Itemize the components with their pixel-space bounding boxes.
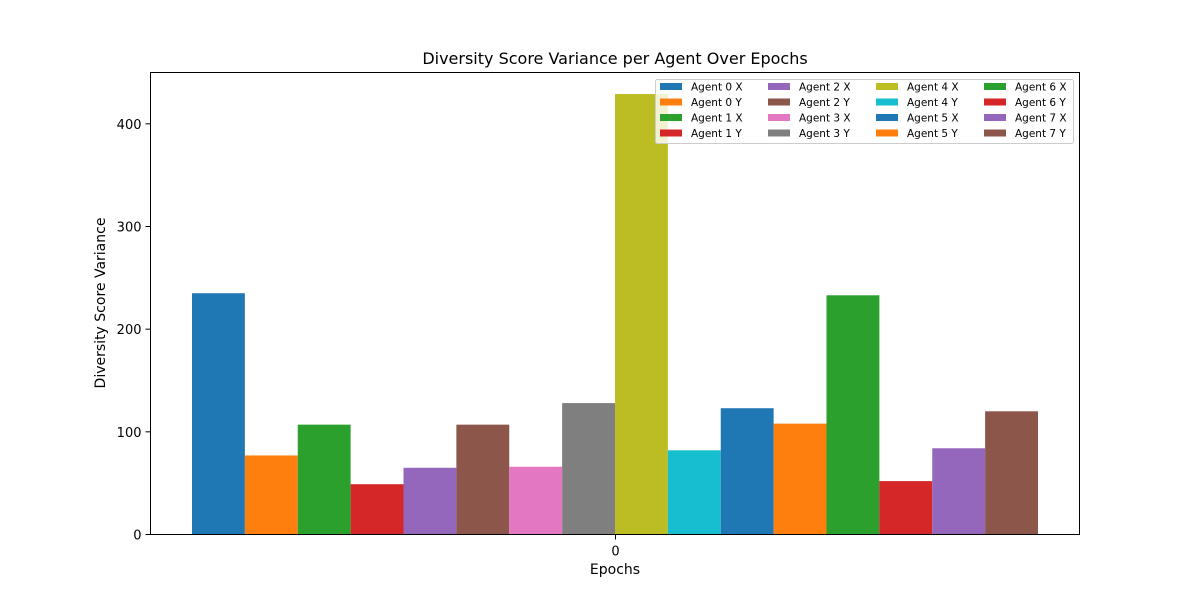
legend-label-agent-2-y: Agent 2 Y [799,97,850,109]
legend-label-agent-5-y: Agent 5 Y [907,128,958,140]
bar-agent-7-x [932,448,986,535]
y-tick-label: 0 [133,529,141,544]
bar-agent-7-y [985,411,1038,535]
legend-label-agent-4-x: Agent 4 X [907,82,959,94]
legend-label-agent-4-y: Agent 4 Y [907,97,958,109]
bar-agent-1-x [297,424,351,535]
legend-swatch-agent-6-x [984,83,1006,90]
y-axis: 0 100 200 300 400 [117,118,151,544]
legend-swatch-agent-7-y [984,129,1006,137]
legend-swatch-agent-3-y [768,129,790,137]
y-axis-label: Diversity Score Variance [93,218,109,389]
legend-swatch-agent-4-y [876,98,898,106]
legend-box [655,79,1074,144]
y-tick-label: 400 [117,118,142,133]
x-tick-label: 0 [611,545,619,560]
bar-agent-3-y [562,403,615,535]
legend-swatch-agent-7-x [984,114,1006,121]
legend-swatch-agent-5-y [876,129,898,137]
legend-swatch-agent-5-x [876,114,898,121]
bar-agent-2-x [403,467,457,535]
legend-label-agent-7-y: Agent 7 Y [1015,128,1066,140]
legend-label-agent-1-y: Agent 1 Y [691,128,742,140]
bar-agent-1-y [350,484,404,535]
legend-swatch-agent-6-y [984,98,1006,106]
bar-agent-4-y [667,450,721,535]
legend-swatch-agent-0-y [660,98,682,106]
x-axis: 0 [611,534,620,560]
bar-agent-5-x [720,408,774,535]
legend: Agent 0 X Agent 0 Y Agent 1 X Agent 1 Y Agen… [655,79,1074,144]
legend-label-agent-2-x: Agent 2 X [799,82,851,94]
legend-label-agent-3-x: Agent 3 X [799,113,851,125]
legend-swatch-agent-2-y [768,98,790,106]
legend-label-agent-1-x: Agent 1 X [691,113,743,125]
bar-agent-2-y [456,424,510,535]
bar-agent-4-x [615,94,668,535]
y-tick-label: 300 [117,221,142,236]
legend-swatch-agent-4-x [876,83,898,90]
legend-label-agent-0-x: Agent 0 X [691,82,743,94]
legend-label-agent-6-x: Agent 6 X [1015,82,1067,94]
legend-swatch-agent-1-x [660,114,682,121]
y-tick-label: 200 [117,323,142,338]
bars-group [192,94,1038,535]
legend-label-agent-7-x: Agent 7 X [1015,113,1067,125]
bar-agent-0-x [192,293,245,535]
bar-agent-5-y [773,423,827,535]
legend-label-agent-6-y: Agent 6 Y [1015,97,1066,109]
bar-agent-0-y [244,455,298,535]
legend-swatch-agent-3-x [768,114,790,121]
legend-label-agent-3-y: Agent 3 Y [799,128,850,140]
chart-title: Diversity Score Variance per Agent Over … [422,49,807,68]
legend-swatch-agent-2-x [768,83,790,90]
y-tick-label: 100 [117,426,142,441]
legend-label-agent-0-y: Agent 0 Y [691,97,742,109]
bar-agent-6-y [879,481,933,535]
legend-swatch-agent-1-y [660,129,682,137]
legend-swatch-agent-0-x [660,83,682,90]
legend-label-agent-5-x: Agent 5 X [907,113,959,125]
bar-agent-6-x [826,295,880,535]
bar-agent-3-x [509,466,563,535]
x-axis-label: Epochs [590,562,640,578]
